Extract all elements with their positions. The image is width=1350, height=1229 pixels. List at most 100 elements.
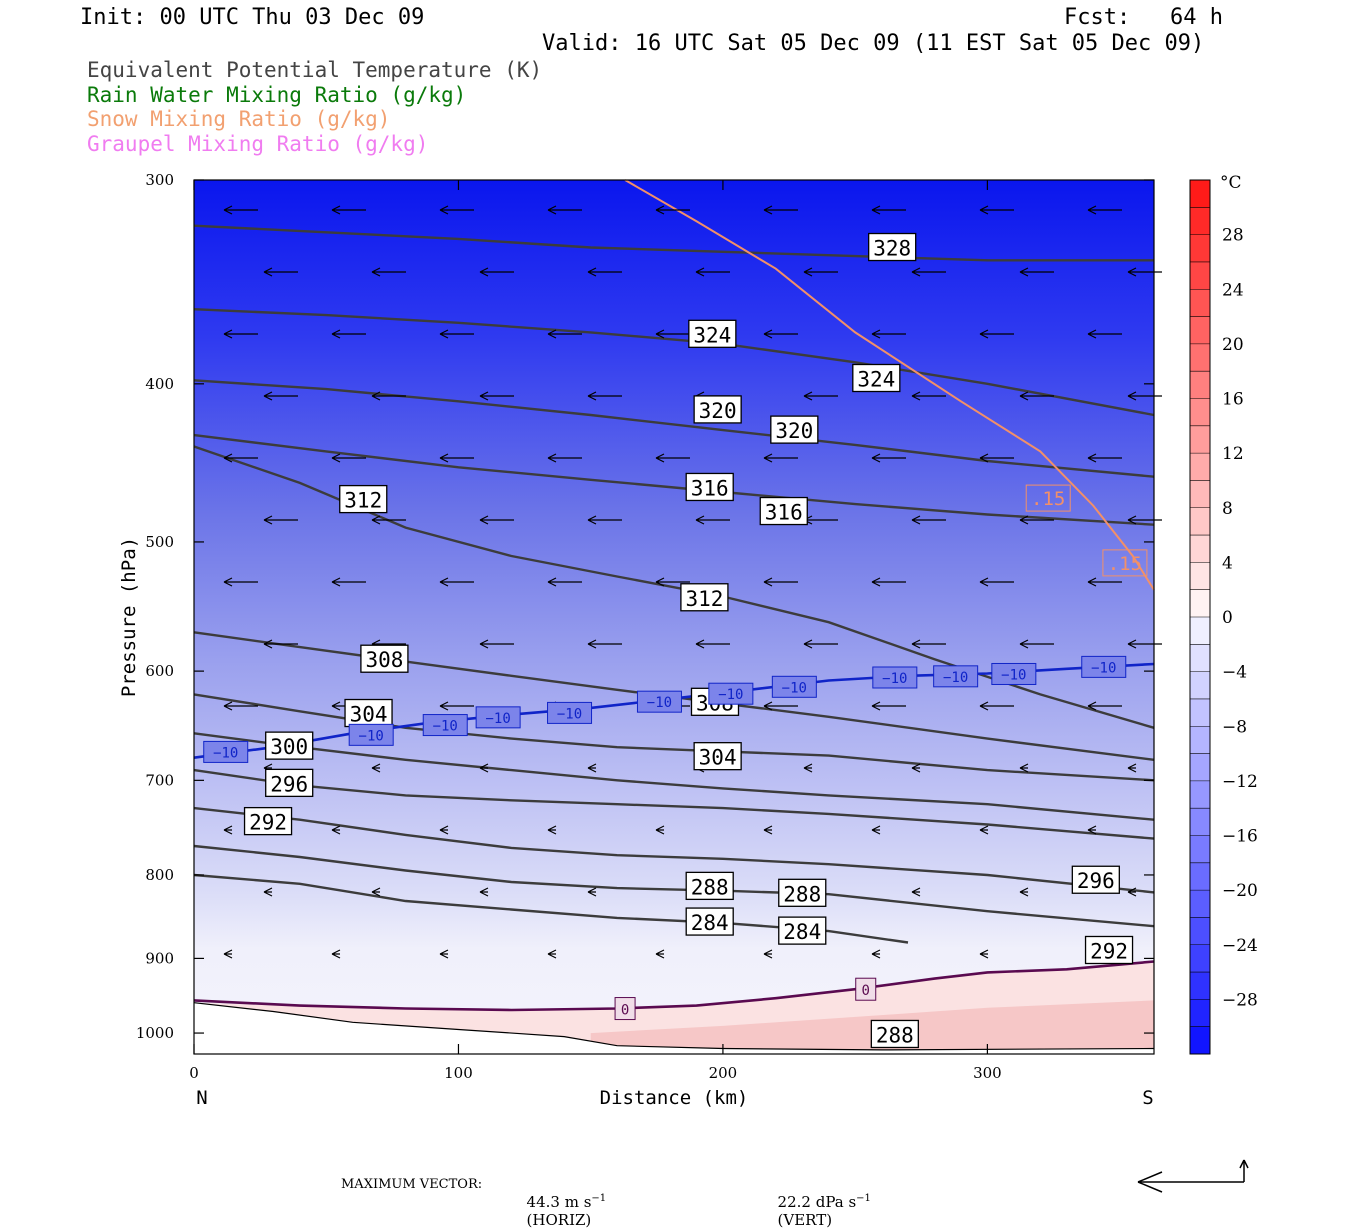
isotherm-label: −10: [882, 671, 907, 687]
isotherm-label: −10: [213, 745, 238, 761]
wind-vector: [763, 825, 773, 835]
shading-background: [194, 180, 1154, 1054]
wind-vector: [439, 701, 474, 711]
wind-vector: [1087, 701, 1122, 711]
theta-e-label-box: [852, 363, 901, 393]
theta-e-label: 312: [685, 587, 723, 611]
colorbar-cell: [1190, 808, 1210, 836]
wind-vector: [1087, 329, 1122, 339]
axes: 300 400 500 600 700 800 900 1000 0 100 200 300 Dista…: [118, 171, 1155, 1109]
theta-e-contour-308: [193, 631, 1155, 761]
wind-vector: [763, 329, 798, 339]
wind-vector: [223, 453, 258, 463]
x-tick-label: 200: [709, 1064, 738, 1082]
colorbar-cell: [1190, 507, 1210, 536]
wind-vector: [1019, 515, 1054, 525]
colorbar-tick-label: −8: [1222, 717, 1247, 737]
wind-vector: [439, 453, 474, 463]
wind-vector: [871, 701, 906, 711]
wind-vector: [587, 639, 622, 649]
colorbar-cell: [1190, 207, 1210, 236]
colorbar-cell: [1190, 453, 1210, 481]
wind-vector: [263, 639, 298, 649]
wind-vector: [371, 763, 381, 773]
wind-vector: [979, 205, 1014, 215]
isotherm-label-box: [1081, 655, 1127, 678]
isotherm-label-box: [422, 714, 468, 737]
max-vector-horiz-tag: (HORIZ): [526, 1211, 592, 1229]
wind-vector: [803, 639, 838, 649]
forecast-hour: Fcst: 64 h: [1064, 5, 1223, 30]
wind-vector: [547, 949, 557, 959]
contour-labels: 3283243243203203163163123123083083043043…: [203, 232, 1148, 1049]
wind-vector: [979, 701, 1014, 711]
theta-e-contour-304: [193, 693, 1155, 782]
wind-vector: [547, 825, 557, 835]
theta-e-label: 296: [1077, 869, 1115, 893]
colorbar-unit: °C: [1220, 173, 1242, 193]
wind-vector: [655, 949, 665, 959]
colorbar-cell: [1190, 562, 1210, 591]
theta-e-contour-320: [193, 379, 1155, 478]
isotherm-label-box: [203, 740, 249, 763]
wind-vector: [371, 391, 406, 401]
wind-vector: [547, 205, 582, 215]
theta-e-label-box: [339, 484, 388, 514]
theta-e-label: 316: [765, 501, 803, 525]
wind-vector: [439, 577, 474, 587]
theta-e-contour-324: [193, 308, 1155, 417]
colorbar-tick-label: 16: [1222, 390, 1244, 410]
wind-vector: [1127, 763, 1137, 773]
wind-vector: [263, 267, 298, 277]
wind-vector: [1127, 887, 1137, 897]
theta-e-label-box: [693, 395, 742, 424]
wind-vector: [763, 453, 798, 463]
isotherm-label: −10: [943, 670, 968, 686]
wind-vector: [587, 391, 622, 401]
isotherm-label-box: [547, 701, 593, 724]
isotherm-label-box: [636, 690, 682, 713]
isotherm-label-box: [872, 666, 918, 689]
colorbar-cell: [1190, 726, 1210, 755]
colorbar-cell: [1190, 780, 1210, 809]
ground-line: [193, 1002, 1155, 1051]
colorbar-cell: [1190, 589, 1210, 618]
wind-vector: [1127, 391, 1162, 401]
colorbar: °C 28 24 20 16 12 8 4 0 −4 −8 −12 −16 −20 −24 −28: [1189, 173, 1258, 1055]
isotherm-contour: [193, 960, 1155, 1012]
wind-vector: [803, 267, 838, 277]
theta-e-contour-288: [193, 844, 1155, 928]
wind-vector: [439, 949, 449, 959]
wind-vector: [479, 639, 514, 649]
wind-vector: [803, 763, 813, 773]
colorbar-tick-label: 12: [1222, 444, 1244, 464]
colorbar-cell: [1190, 261, 1210, 290]
theta-e-label-box: [759, 496, 808, 526]
wind-vector: [587, 887, 597, 897]
wind-vector: [695, 515, 730, 525]
theta-e-label: 316: [691, 476, 729, 500]
theta-e-label: 288: [783, 882, 821, 906]
colorbar-cell: [1190, 1026, 1210, 1055]
colorbar-cell: [1190, 698, 1210, 727]
colorbar-cell: [1190, 753, 1210, 782]
theta-e-label-box: [360, 644, 409, 673]
snow-label: .15: [1108, 553, 1142, 575]
max-vector-horiz-value: 44.3 m s: [526, 1193, 592, 1211]
wind-vector: [479, 391, 514, 401]
snow-label: .15: [1031, 488, 1065, 510]
theta-e-label: 292: [249, 811, 287, 835]
wind-vector: [371, 515, 406, 525]
wind-vector: [439, 825, 449, 835]
colorbar-tick-label: 0: [1222, 608, 1233, 628]
wind-vector: [223, 701, 258, 711]
colorbar-cell: [1190, 671, 1210, 700]
wind-vector: [1019, 887, 1029, 897]
theta-e-contour-328: [193, 224, 1154, 262]
wind-vector: [1019, 763, 1029, 773]
theta-e-contour-316: [193, 433, 1155, 526]
legend-theta-e: Equivalent Potential Temperature (K): [87, 58, 543, 82]
colorbar-cell: [1190, 289, 1210, 318]
x-tick-label: 0: [189, 1064, 199, 1082]
